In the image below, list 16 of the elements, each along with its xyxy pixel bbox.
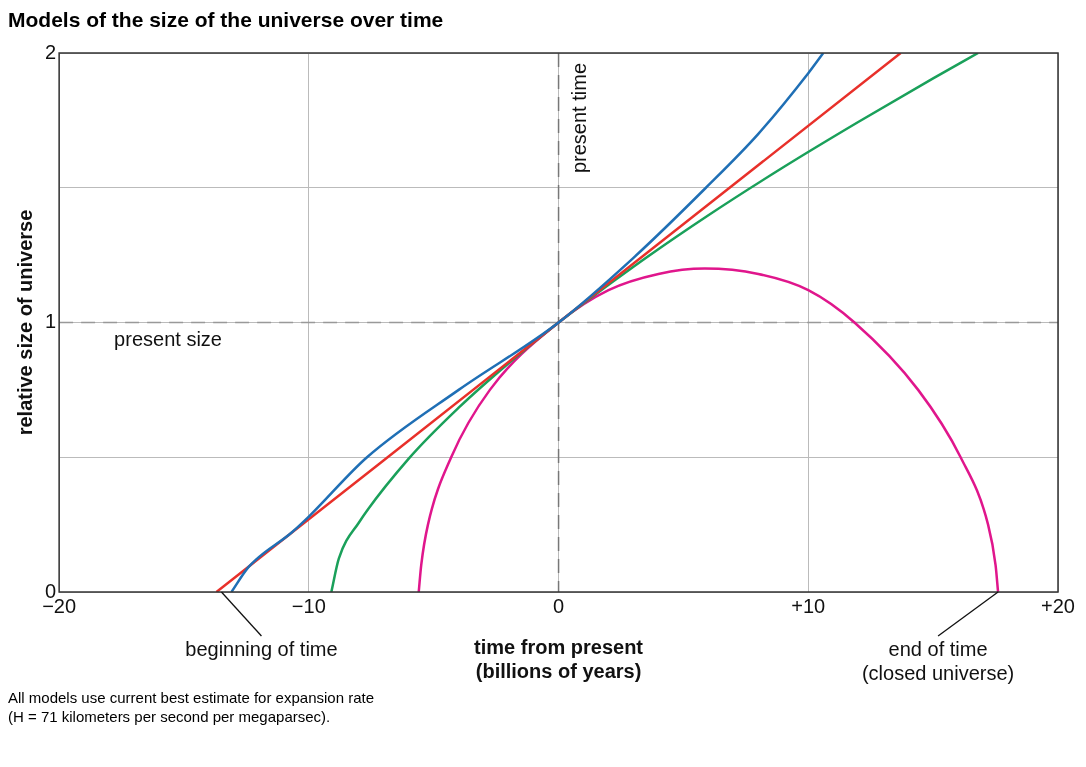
text: (H = 71 kilometers per second per megaparsec).: [8, 708, 331, 725]
y-tick-label: 1: [45, 310, 57, 333]
y-tick-label: 2: [45, 40, 57, 63]
ref-line-label: present size: [114, 328, 222, 351]
chart-title: Models of the size of the universe over time: [7, 7, 445, 33]
ref-line-label: present time: [568, 62, 591, 174]
x-axis-title: time from present (billions of years): [474, 635, 644, 682]
text: All models use current best estimate for expansion rate: [8, 689, 375, 706]
line-series: [417, 267, 1000, 592]
x-tick-label: +10: [791, 594, 826, 617]
annotation: beginning of time: [185, 637, 338, 660]
x-tick-label: +20: [1041, 594, 1075, 617]
x-tick-label: −10: [291, 594, 326, 617]
x-tick-label: 0: [553, 594, 565, 617]
y-axis-title: relative size of universe: [13, 209, 36, 436]
annotation: end of time (closed universe): [861, 637, 1015, 684]
